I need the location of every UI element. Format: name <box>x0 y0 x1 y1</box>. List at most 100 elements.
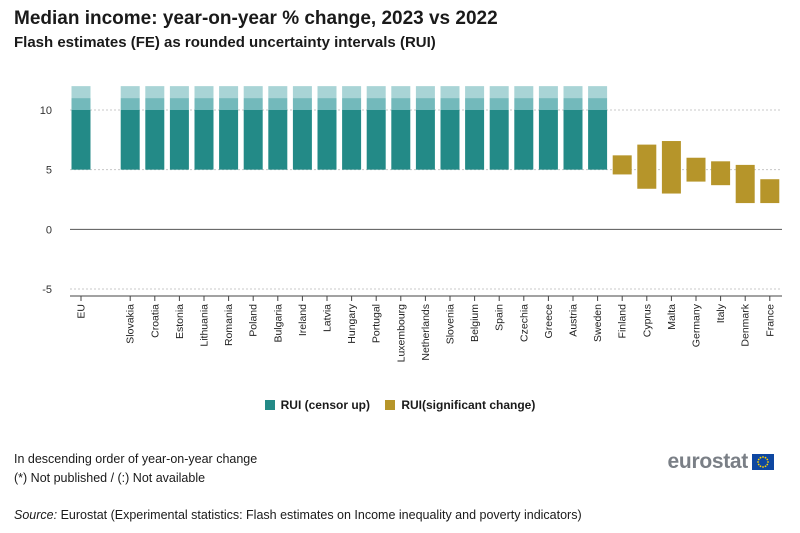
bar-censor-up-fade-1 <box>489 98 509 110</box>
x-tick-label: Spain <box>494 304 506 331</box>
x-tick-label: Portugal <box>371 304 383 343</box>
x-tick-label: Netherlands <box>420 304 432 361</box>
bar-censor-up-fade-2 <box>465 86 485 99</box>
legend-swatch-teal <box>264 400 275 410</box>
x-tick-label: France <box>764 304 776 337</box>
x-tick-label: Austria <box>568 304 580 337</box>
x-tick-label: Malta <box>666 304 678 330</box>
bar-censor-up-fade-2 <box>366 86 386 99</box>
bar-censor-up-belgium <box>465 110 485 170</box>
bar-censor-up-slovakia <box>120 110 140 170</box>
bar-censor-up-fade-2 <box>514 86 534 99</box>
bar-censor-up-fade-1 <box>194 98 214 110</box>
bar-censor-up-fade-1 <box>219 98 239 110</box>
bar-censor-up-portugal <box>366 110 386 170</box>
bar-censor-up-fade-1 <box>465 98 485 110</box>
x-tick-label: Germany <box>691 303 703 347</box>
bar-censor-up-luxembourg <box>391 110 411 170</box>
chart-area: -5 0 5 10 EU Slovakia Croatia Estonia Lithuania R… <box>40 86 782 363</box>
bar-censor-up-fade-2 <box>538 86 558 99</box>
x-tick-label: Sweden <box>592 304 604 342</box>
bar-censor-up-fade-2 <box>489 86 509 99</box>
source-label: Source: <box>14 508 58 522</box>
bar-censor-up-bulgaria <box>268 110 288 170</box>
bar-censor-up-fade-1 <box>145 98 165 110</box>
legend-item-censor-up[interactable]: RUI (censor up) <box>264 398 370 412</box>
bar-censor-up-fade-1 <box>268 98 288 110</box>
bar-censor-up-fade-2 <box>317 86 337 99</box>
bar-censor-up-fade-1 <box>71 98 91 110</box>
x-tick-label: Latvia <box>322 304 334 332</box>
bar-censor-up-fade-2 <box>219 86 239 99</box>
bar-censor-up-eu <box>71 110 91 170</box>
bar-censor-up-fade-1 <box>342 98 362 110</box>
y-tick-label: 10 <box>40 105 52 117</box>
x-tick-label: Romania <box>223 304 235 346</box>
bar-censor-up-slovenia <box>440 110 460 170</box>
bar-censor-up-fade-2 <box>588 86 608 99</box>
bar-censor-up-fade-2 <box>342 86 362 99</box>
legend-item-significant-change[interactable]: RUI(significant change) <box>385 398 535 412</box>
source-text: Eurostat (Experimental statistics: Flash… <box>57 508 582 522</box>
bar-censor-up-fade-1 <box>366 98 386 110</box>
bar-censor-up-croatia <box>145 110 165 170</box>
bar-censor-up-fade-2 <box>391 86 411 99</box>
bar-censor-up-austria <box>563 110 583 170</box>
x-tick-label: Croatia <box>149 304 161 338</box>
bar-censor-up-netherlands <box>415 110 435 170</box>
x-tick-label: Czechia <box>518 304 530 342</box>
y-tick-label: -5 <box>42 284 52 296</box>
bar-significant-malta <box>661 141 681 194</box>
bar-censor-up-ireland <box>292 110 312 170</box>
bar-censor-up-fade-1 <box>243 98 263 110</box>
bar-censor-up-fade-1 <box>391 98 411 110</box>
bar-significant-france <box>760 179 780 204</box>
bar-censor-up-fade-2 <box>415 86 435 99</box>
bar-censor-up-fade-2 <box>268 86 288 99</box>
bar-significant-cyprus <box>637 144 657 189</box>
x-tick-label: Finland <box>617 304 629 339</box>
bar-censor-up-fade-1 <box>514 98 534 110</box>
x-tick-label: Slovenia <box>445 304 457 344</box>
bar-significant-italy <box>711 161 731 186</box>
bar-censor-up-fade-2 <box>71 86 91 99</box>
logo-text: eurostat <box>667 450 749 473</box>
bar-censor-up-fade-2 <box>145 86 165 99</box>
bar-censor-up-fade-1 <box>120 98 140 110</box>
legend-label-significant-change: RUI(significant change) <box>401 398 536 412</box>
bar-censor-up-romania <box>219 110 239 170</box>
legend: RUI (censor up) RUI(significant change) <box>0 398 800 413</box>
bar-censor-up-greece <box>538 110 558 170</box>
y-tick-label: 0 <box>46 224 52 236</box>
legend-swatch-gold <box>385 400 396 410</box>
bar-censor-up-fade-1 <box>440 98 460 110</box>
eurostat-logo[interactable]: eurostat <box>668 450 774 474</box>
bar-censor-up-fade-1 <box>588 98 608 110</box>
bar-censor-up-hungary <box>342 110 362 170</box>
bar-censor-up-latvia <box>317 110 337 170</box>
bar-censor-up-lithuania <box>194 110 214 170</box>
x-tick-label: Italy <box>715 303 727 323</box>
bar-censor-up-fade-1 <box>415 98 435 110</box>
bar-censor-up-fade-2 <box>169 86 189 99</box>
bar-censor-up-czechia <box>514 110 534 170</box>
bar-censor-up-fade-1 <box>169 98 189 110</box>
x-tick-label: Estonia <box>174 304 186 339</box>
bar-censor-up-fade-2 <box>563 86 583 99</box>
x-tick-label: Greece <box>543 304 555 339</box>
note-order: In descending order of year-on-year chan… <box>14 452 258 466</box>
bar-censor-up-fade-2 <box>243 86 263 99</box>
x-tick-label: Bulgaria <box>272 304 284 343</box>
y-tick-label: 5 <box>46 165 52 177</box>
bar-censor-up-fade-1 <box>292 98 312 110</box>
legend-label-censor-up: RUI (censor up) <box>280 398 370 412</box>
bar-censor-up-poland <box>243 110 263 170</box>
bar-censor-up-fade-2 <box>120 86 140 99</box>
source-line: Source: Eurostat (Experimental statistic… <box>14 508 582 522</box>
x-tick-label: Luxembourg <box>395 304 407 363</box>
bar-censor-up-sweden <box>588 110 608 170</box>
bar-censor-up-fade-2 <box>194 86 214 99</box>
x-tick-label: EU <box>76 304 88 319</box>
x-tick-label: Ireland <box>297 304 309 336</box>
chart-title: Median income: year-on-year % change, 20… <box>14 8 498 29</box>
